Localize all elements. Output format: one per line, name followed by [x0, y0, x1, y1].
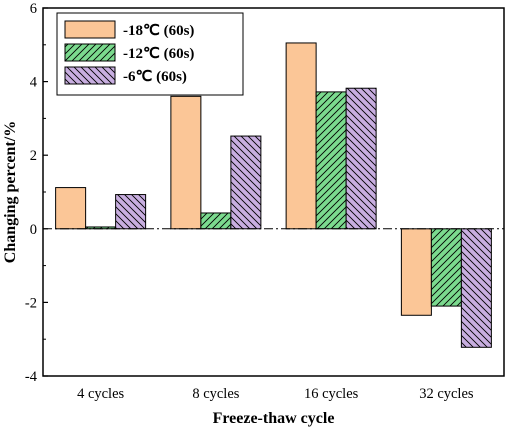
bars-layer — [55, 42, 492, 348]
bar-1-16-cycles — [285, 42, 317, 230]
bar-1-32-cycles — [400, 228, 432, 316]
bar-1-8-cycles — [170, 95, 202, 230]
bar-2-32-cycles — [430, 228, 462, 307]
legend-swatch — [64, 43, 116, 62]
x-tick-label: 4 cycles — [77, 386, 124, 402]
x-tick-label: 16 cycles — [304, 386, 359, 402]
legend-label: -12℃ (60s) — [123, 46, 194, 62]
x-tick-label: 8 cycles — [192, 386, 239, 402]
x-tick-label: 32 cycles — [419, 386, 474, 402]
legend-swatch — [64, 20, 116, 39]
bar-1-4-cycles — [55, 187, 87, 230]
legend-label: -6℃ (60s) — [123, 69, 187, 85]
bar-3-8-cycles — [230, 135, 262, 230]
bar-3-4-cycles — [115, 194, 147, 230]
y-tick-label: 2 — [30, 148, 37, 164]
y-tick-label: 6 — [30, 1, 37, 17]
legend: -18℃ (60s) -12℃ (60s) -6℃ (60s) — [56, 12, 244, 96]
y-tick-label: -2 — [25, 295, 37, 311]
x-axis-title: Freeze-thaw cycle — [213, 410, 335, 427]
ticks-layer: -4 -2 0 2 4 6 4 cycles 8 cycles 16 cycles 32 cycl… — [25, 1, 474, 402]
legend-label: -18℃ (60s) — [123, 23, 194, 39]
y-tick-label: 0 — [30, 222, 37, 238]
legend-swatch — [64, 66, 116, 85]
bar-2-8-cycles — [200, 212, 232, 230]
bar-3-32-cycles — [460, 228, 492, 348]
y-tick-label: -4 — [25, 369, 38, 385]
y-tick-label: 4 — [30, 75, 38, 91]
y-axis-title: Changing percent/% — [2, 121, 19, 263]
bar-3-16-cycles — [345, 87, 377, 230]
bar-2-16-cycles — [315, 91, 347, 230]
